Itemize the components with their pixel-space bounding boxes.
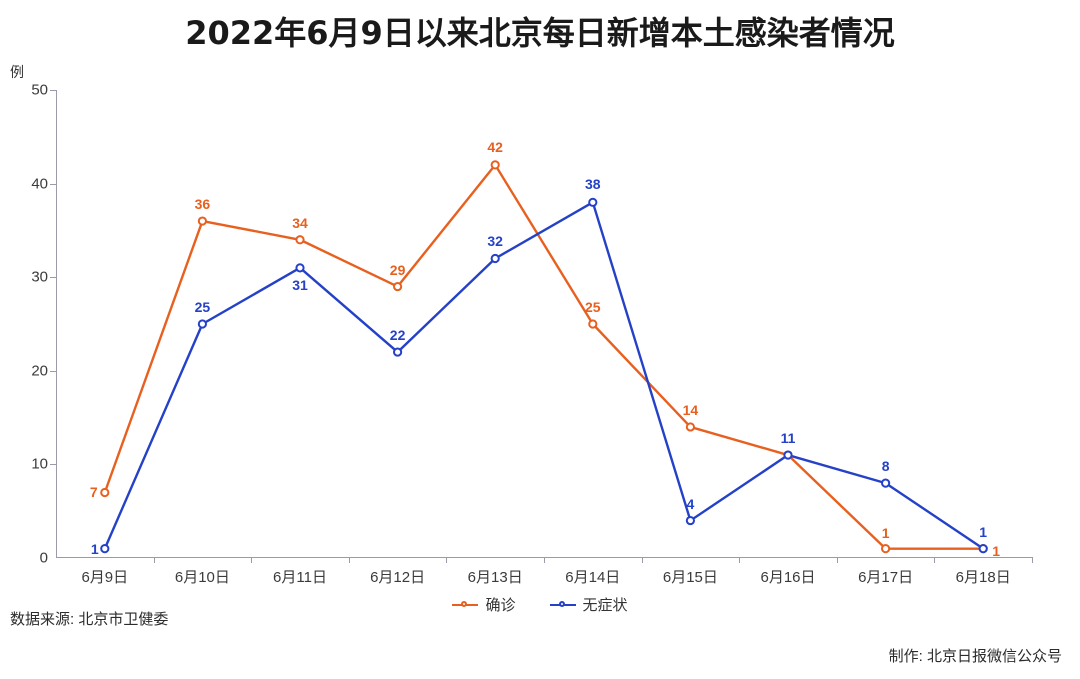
y-tick-mark <box>50 277 56 279</box>
x-tick-mark <box>153 557 155 563</box>
legend-marker-icon <box>558 600 565 607</box>
data-point-marker <box>197 319 207 329</box>
data-point-marker <box>295 235 305 245</box>
credit-note: 制作: 北京日报微信公众号 <box>888 648 1062 665</box>
data-point-label: 11 <box>780 430 796 447</box>
x-tick-label: 6月12日 <box>370 569 426 586</box>
x-tick-label: 6月15日 <box>662 569 718 586</box>
data-point-label: 14 <box>682 401 699 418</box>
x-tick-label: 6月16日 <box>760 569 816 586</box>
data-point-marker <box>978 544 988 554</box>
data-point-label: 31 <box>292 276 308 293</box>
data-point-label: 4 <box>686 495 695 512</box>
legend-line-icon <box>549 600 576 607</box>
x-tick-label: 6月11日 <box>273 569 327 586</box>
series-line <box>103 201 984 550</box>
y-axis-unit-label: 例 <box>10 64 24 80</box>
x-tick-mark <box>348 557 350 563</box>
data-point-label: 1 <box>979 523 988 540</box>
x-tick-mark <box>934 557 936 563</box>
y-tick-mark <box>50 464 56 466</box>
data-point-marker <box>295 263 305 273</box>
data-point-label: 1 <box>992 542 1001 559</box>
data-point-label: 1 <box>881 524 890 541</box>
x-tick-label: 6月18日 <box>955 569 1011 586</box>
x-tick-label: 6月9日 <box>81 569 129 586</box>
legend-marker-icon <box>461 600 468 607</box>
y-tick-label: 40 <box>31 175 48 193</box>
data-point-marker <box>100 544 110 554</box>
y-tick-label: 30 <box>31 268 48 286</box>
x-tick-label: 6月17日 <box>858 569 914 586</box>
chart-legend: 确诊 无症状 <box>0 594 1080 615</box>
data-point-marker <box>588 319 598 329</box>
x-tick-mark <box>836 557 838 563</box>
x-tick-label: 6月10日 <box>174 569 230 586</box>
y-tick-label: 10 <box>31 455 48 473</box>
legend-label: 确诊 <box>485 597 516 614</box>
data-point-label: 8 <box>881 458 890 475</box>
page-title: 2022年6月9日以来北京每日新增本土感染者情况 <box>185 14 895 52</box>
source-note: 数据来源: 北京市卫健委 <box>10 611 169 628</box>
data-point-marker <box>588 197 598 207</box>
legend-item[interactable]: 确诊 <box>452 594 516 615</box>
data-point-label: 42 <box>487 138 503 155</box>
series-line <box>103 163 984 550</box>
data-point-label: 34 <box>292 214 308 231</box>
y-tick-label: 50 <box>31 81 48 99</box>
data-point-label: 38 <box>585 176 601 193</box>
data-point-marker <box>197 216 207 226</box>
x-tick-mark <box>544 557 545 563</box>
data-point-label: 25 <box>585 299 601 315</box>
data-point-label: 36 <box>194 196 211 213</box>
data-point-label: 25 <box>194 299 211 315</box>
x-tick-label: 6月14日 <box>565 569 621 586</box>
x-tick-mark <box>739 557 741 563</box>
x-tick-mark <box>446 557 448 563</box>
y-tick-mark <box>50 370 56 372</box>
x-tick-mark <box>251 557 253 563</box>
y-tick-label: 20 <box>31 362 48 380</box>
y-tick-label: 0 <box>39 549 48 567</box>
data-point-marker <box>881 478 891 488</box>
legend-line-icon <box>452 600 479 607</box>
y-tick-mark <box>50 90 56 91</box>
data-point-marker <box>393 281 403 292</box>
x-tick-mark <box>641 557 643 563</box>
y-axis-line <box>56 90 57 558</box>
data-point-marker <box>685 422 696 432</box>
data-point-label: 7 <box>89 484 98 501</box>
data-point-label: 32 <box>487 233 503 250</box>
data-point-marker <box>490 160 500 170</box>
data-point-marker <box>783 450 793 460</box>
plot-area: 0 10 20 30 40 50 <box>31 82 1032 567</box>
data-point-marker <box>685 515 696 526</box>
legend-item[interactable]: 无症状 <box>549 594 628 615</box>
data-point-marker <box>393 347 403 357</box>
y-tick-mark <box>50 183 56 185</box>
data-point-label: 22 <box>389 327 406 344</box>
x-tick-mark <box>1032 557 1033 563</box>
data-point-marker <box>881 544 891 554</box>
x-tick-label: 6月13日 <box>467 569 523 586</box>
data-point-label: 1 <box>90 540 99 557</box>
legend-label: 无症状 <box>582 597 628 614</box>
data-point-marker <box>100 487 110 498</box>
data-point-label: 29 <box>389 261 406 278</box>
data-point-marker <box>490 253 500 264</box>
